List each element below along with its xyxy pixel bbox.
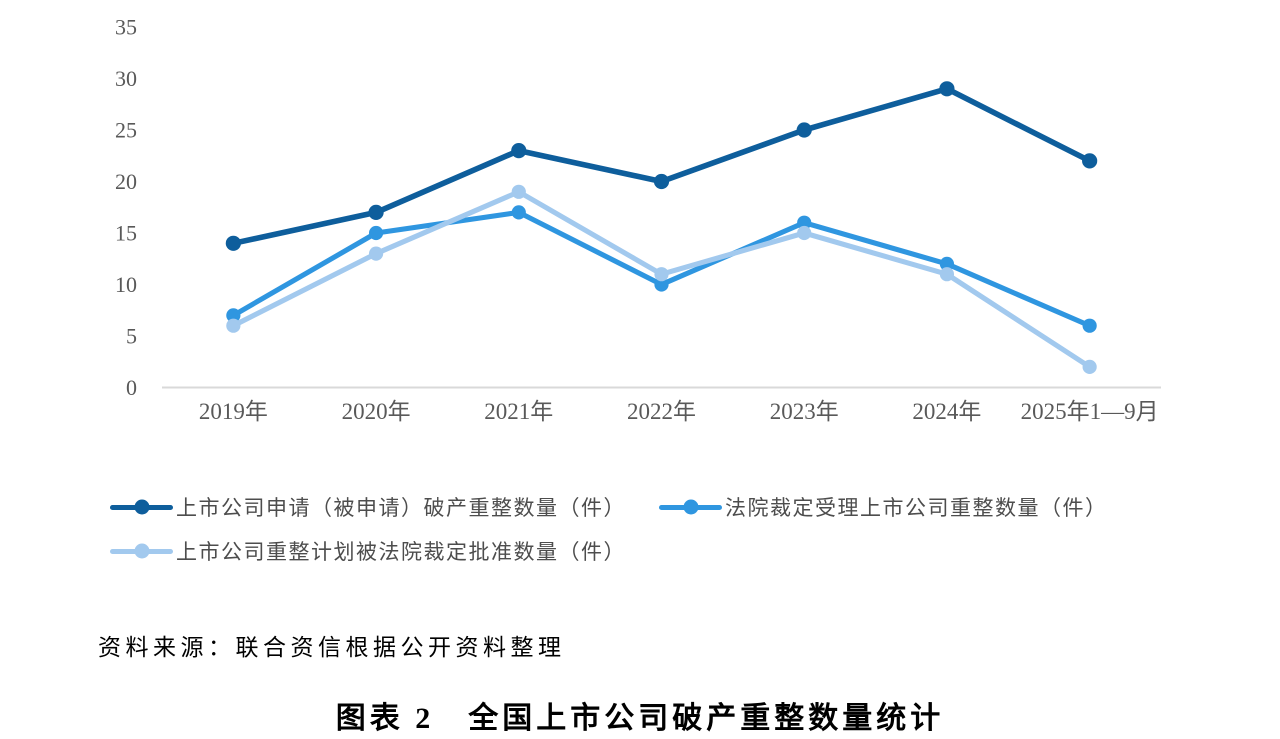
- y-tick-label: 35: [115, 15, 137, 40]
- y-tick-label: 10: [115, 272, 137, 297]
- y-tick-label: 25: [115, 118, 137, 143]
- legend-row-2: 上市公司重整计划被法院裁定批准数量（件）: [110, 536, 1108, 566]
- x-tick-label: 2020年: [342, 399, 411, 424]
- chart-legend: 上市公司申请（被申请）破产重整数量（件） 法院裁定受理上市公司重整数量（件） 上…: [110, 492, 1108, 566]
- legend-label-applied: 上市公司申请（被申请）破产重整数量（件）: [176, 496, 626, 520]
- x-tick-label: 2025年1—9月: [1021, 399, 1159, 424]
- legend-label-accepted: 法院裁定受理上市公司重整数量（件）: [725, 496, 1108, 520]
- series-1-point: [797, 215, 812, 230]
- x-tick-label: 2024年: [912, 399, 981, 424]
- y-tick-label: 20: [115, 169, 137, 194]
- series-1-point: [368, 225, 384, 241]
- series-0-point: [1082, 153, 1098, 169]
- y-tick-label: 15: [115, 221, 137, 246]
- series-0-point: [225, 235, 241, 251]
- series-2-point: [226, 318, 241, 333]
- series-1-point: [939, 256, 955, 271]
- source-note: 资料来源：联合资信根据公开资料整理: [98, 635, 566, 660]
- series-2-point: [1082, 359, 1097, 374]
- series-1-point: [654, 277, 669, 292]
- figure-caption: 图表 2 全国上市公司破产重整数量统计: [335, 702, 945, 735]
- legend-line-marker-icon: [110, 543, 173, 559]
- series-2-point: [368, 246, 384, 261]
- series-2-point: [654, 267, 669, 282]
- legend-item-applied: 上市公司申请（被申请）破产重整数量（件）: [110, 492, 659, 522]
- series-2-point: [939, 267, 955, 282]
- series-0-line: [230, 86, 1093, 247]
- series-0-point: [939, 81, 955, 97]
- x-tick-label: 2021年: [484, 399, 553, 424]
- legend-item-accepted: 法院裁定受理上市公司重整数量（件）: [659, 492, 1108, 522]
- legend-dot-marker-icon: [134, 543, 149, 559]
- series-0-point: [796, 122, 812, 138]
- series-2-point: [797, 225, 812, 241]
- series-0-point: [368, 204, 384, 220]
- legend-dot-marker-icon: [683, 499, 698, 515]
- series-1-point: [511, 205, 526, 220]
- x-tick-label: 2019年: [199, 399, 268, 424]
- line-chart: 0 5 10 15 20 25 30 35 2019年 2020年 2021年 2022年 2023年 2…: [115, 15, 1161, 424]
- series-1-point: [1082, 318, 1097, 333]
- legend-item-approved: 上市公司重整计划被法院裁定批准数量（件）: [110, 536, 626, 566]
- y-tick-label: 0: [126, 375, 137, 400]
- legend-row-1: 上市公司申请（被申请）破产重整数量（件） 法院裁定受理上市公司重整数量（件）: [110, 492, 1108, 522]
- series-0-point: [653, 173, 670, 190]
- y-tick-label: 5: [126, 324, 137, 349]
- series-0-point: [511, 143, 527, 159]
- series-2-point: [511, 184, 526, 199]
- legend-dot-marker-icon: [134, 499, 149, 515]
- x-tick-label: 2022年: [627, 399, 696, 424]
- x-tick-label: 2023年: [770, 399, 839, 424]
- series-1-point: [226, 308, 241, 323]
- legend-label-approved: 上市公司重整计划被法院裁定批准数量（件）: [176, 540, 626, 564]
- legend-line-marker-icon: [659, 499, 722, 515]
- y-tick-label: 30: [115, 66, 137, 91]
- legend-line-marker-icon: [110, 499, 173, 515]
